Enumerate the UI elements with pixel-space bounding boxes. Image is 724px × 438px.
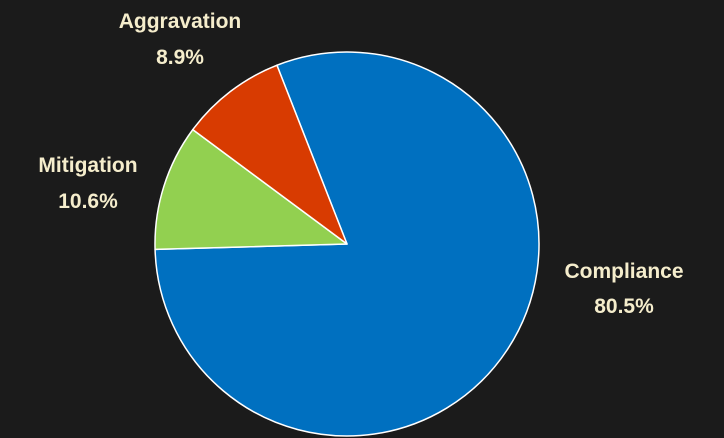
pie-slices (154, 51, 540, 437)
pie-labels: Compliance 80.5% Mitigation 10.6% Aggrav… (38, 10, 683, 318)
slice-label-compliance: Compliance (564, 260, 683, 283)
slice-value-aggravation: 8.9% (156, 46, 204, 69)
slice-value-compliance: 80.5% (594, 295, 654, 318)
pie-slice-mitigation (154, 128, 348, 251)
slice-label-aggravation: Aggravation (119, 10, 242, 33)
slice-value-mitigation: 10.6% (58, 190, 118, 213)
pie-slice-aggravation (192, 64, 348, 245)
slice-label-mitigation: Mitigation (38, 154, 137, 177)
